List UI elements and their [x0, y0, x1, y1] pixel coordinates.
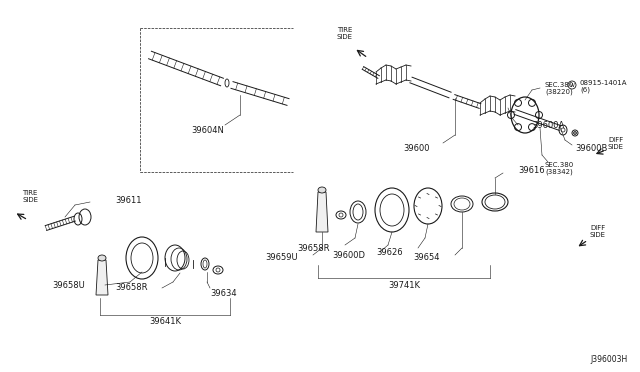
Text: SIDE: SIDE — [590, 232, 606, 238]
Text: 39600: 39600 — [403, 144, 430, 153]
Text: (38342): (38342) — [545, 169, 573, 175]
Text: 39611: 39611 — [115, 196, 141, 205]
Ellipse shape — [318, 187, 326, 193]
Text: SIDE: SIDE — [337, 34, 353, 40]
Text: 39604N: 39604N — [191, 125, 224, 135]
Text: TIRE: TIRE — [337, 27, 353, 33]
Text: 39658R: 39658R — [115, 283, 148, 292]
Text: SIDE: SIDE — [608, 144, 624, 150]
Text: J396003H: J396003H — [591, 356, 628, 365]
Text: 08915-1401A: 08915-1401A — [580, 80, 627, 86]
Text: W: W — [570, 83, 575, 87]
Text: TIRE: TIRE — [22, 190, 37, 196]
Text: 39600D: 39600D — [332, 250, 365, 260]
Ellipse shape — [98, 255, 106, 261]
Text: (6): (6) — [580, 87, 590, 93]
Text: 39626: 39626 — [376, 247, 403, 257]
Text: 39654: 39654 — [413, 253, 440, 263]
Text: (38220): (38220) — [545, 89, 573, 95]
Text: 39616: 39616 — [518, 166, 545, 174]
Text: DIFF: DIFF — [590, 225, 605, 231]
Polygon shape — [96, 260, 108, 295]
Text: SEC.380: SEC.380 — [545, 82, 574, 88]
Text: 39658U: 39658U — [52, 280, 85, 289]
Text: 39741K: 39741K — [388, 282, 420, 291]
Text: 39634: 39634 — [210, 289, 237, 298]
Text: SEC.380: SEC.380 — [545, 162, 574, 168]
Text: DIFF: DIFF — [608, 137, 623, 143]
Text: 39600A: 39600A — [532, 121, 564, 129]
Polygon shape — [316, 192, 328, 232]
Text: 39658R: 39658R — [298, 244, 330, 253]
Text: SIDE: SIDE — [22, 197, 38, 203]
Text: 39659U: 39659U — [266, 253, 298, 263]
Circle shape — [573, 131, 577, 135]
Text: 39600B: 39600B — [575, 144, 607, 153]
Text: 39641K: 39641K — [149, 317, 181, 327]
